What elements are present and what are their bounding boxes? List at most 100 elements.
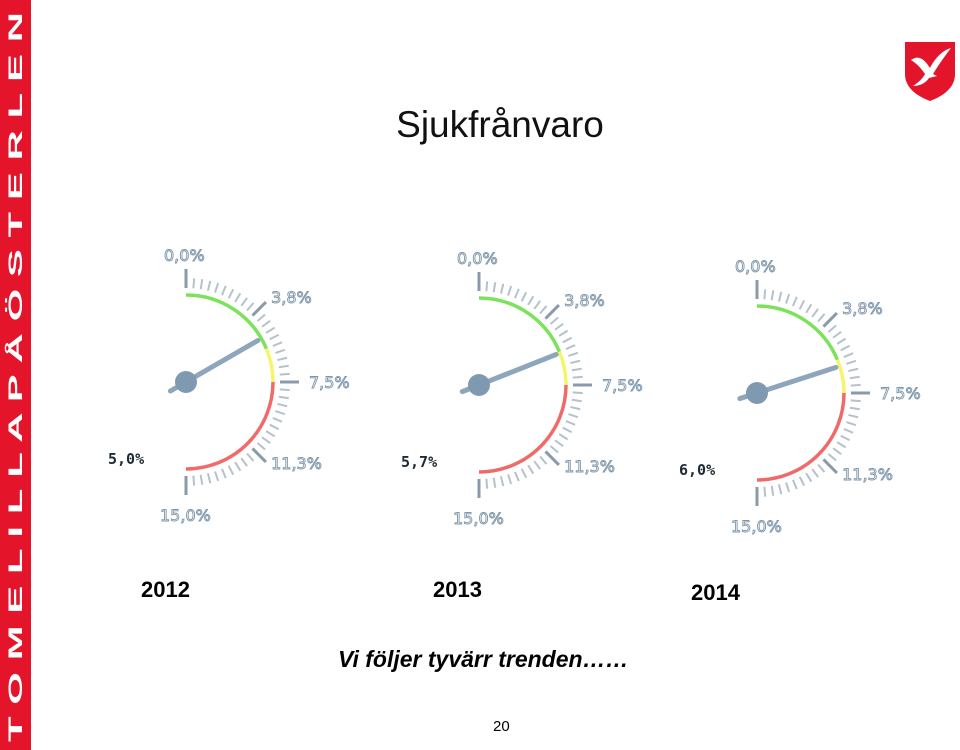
- gauge-minor-tick: [571, 367, 582, 372]
- gauge-minor-tick: [558, 329, 569, 337]
- gauge-band: [185, 293, 268, 350]
- gauge-hub: [468, 374, 490, 396]
- gauge-minor-tick: [565, 344, 576, 350]
- gauge-minor-tick: [827, 453, 837, 462]
- gauge-minor-tick: [533, 300, 541, 310]
- gauge-minor-tick: [485, 478, 489, 489]
- gauge-minor-tick: [514, 471, 520, 482]
- gauge-minor-tick: [507, 285, 513, 296]
- gauge-minor-tick: [539, 455, 548, 465]
- gauge-2013: 0,0% 3,8% 7,5% 11,3% 15,0% 5,7%: [393, 240, 673, 540]
- gauge-band: [557, 351, 568, 386]
- gauge-minor-tick: [527, 295, 535, 306]
- gauge-value-label: 5,0%: [108, 450, 144, 468]
- gauge-minor-tick: [192, 278, 196, 289]
- gauge-minor-tick: [785, 482, 791, 493]
- gauge-band: [264, 348, 275, 383]
- side-band-svg: T O M E L I L L A P Å Ö S T E R L E N: [6, 12, 27, 742]
- gull-crest-icon: [903, 40, 957, 102]
- gauge-minor-tick: [572, 391, 583, 395]
- gauge-minor-tick: [499, 283, 505, 294]
- gauge-minor-tick: [221, 468, 227, 479]
- gauge-major-tick: [251, 447, 267, 463]
- gauge-minor-tick: [770, 485, 775, 496]
- gauge-minor-tick: [558, 433, 569, 441]
- gauge-tick-label: 11,3%: [564, 457, 615, 476]
- gauge-minor-tick: [492, 282, 497, 293]
- gauge-minor-tick: [850, 399, 861, 403]
- year-label-2014: 2014: [691, 580, 740, 605]
- gauge-tick-label: 3,8%: [271, 288, 312, 307]
- gauge-2014-svg: 0,0% 3,8% 7,5% 11,3% 15,0% 6,0%: [679, 257, 921, 537]
- gauge-band: [478, 296, 561, 353]
- gauge-minor-tick: [798, 299, 806, 310]
- gauge-minor-tick: [562, 336, 573, 344]
- gauge-minor-tick: [269, 333, 280, 341]
- gauge-minor-tick: [234, 292, 242, 303]
- gauge-tick-label: 0,0%: [164, 246, 205, 265]
- gauge-minor-tick: [514, 288, 520, 299]
- gauge-minor-tick: [572, 375, 583, 379]
- gauge-minor-tick: [272, 417, 283, 423]
- gauge-minor-tick: [770, 290, 775, 301]
- gauge-minor-tick: [269, 423, 280, 431]
- gauge-minor-tick: [221, 285, 227, 296]
- gauge-minor-tick: [527, 464, 535, 475]
- gauge-minor-tick: [234, 461, 242, 472]
- gauge-minor-tick: [279, 388, 290, 392]
- gauge-2013-svg: 0,0% 3,8% 7,5% 11,3% 15,0% 5,7%: [401, 249, 643, 529]
- gauge-tick-label: 7,5%: [880, 384, 921, 403]
- gauge-major-tick: [251, 301, 267, 317]
- gauge-minor-tick: [805, 303, 813, 314]
- gauge-minor-tick: [571, 398, 582, 403]
- gauge-major-tick: [544, 450, 560, 466]
- gauge-minor-tick: [278, 364, 289, 369]
- gauge-minor-tick: [785, 293, 791, 304]
- gauge-minor-tick: [246, 452, 255, 462]
- year-label-2013: 2013: [433, 577, 482, 602]
- gauge-minor-tick: [846, 421, 857, 427]
- gauge-2012: 0,0% 3,8% 7,5% 11,3% 15,0% 5,0%: [100, 240, 380, 540]
- gauge-tick-label: 0,0%: [735, 257, 776, 276]
- side-band: T O M E L I L L A P Å Ö S T E R L E N: [0, 0, 31, 750]
- year-label-2012: 2012: [141, 577, 190, 602]
- gauge-minor-tick: [549, 316, 559, 325]
- gauge-minor-tick: [849, 375, 860, 380]
- gauge-minor-tick: [206, 280, 212, 291]
- gauge-minor-tick: [256, 313, 266, 322]
- gauge-minor-tick: [848, 367, 859, 373]
- gauge-tick-label: 11,3%: [271, 454, 322, 473]
- gauge-minor-tick: [763, 289, 767, 300]
- gauge-tick-label: 7,5%: [602, 376, 643, 395]
- gauge-minor-tick: [265, 326, 276, 334]
- gauge-minor-tick: [492, 477, 497, 488]
- gauge-band: [478, 384, 568, 474]
- gauge-minor-tick: [227, 465, 235, 476]
- gauge-minor-tick: [817, 313, 826, 323]
- gauge-minor-tick: [246, 302, 255, 312]
- gauge-minor-tick: [840, 434, 851, 442]
- gauge-minor-tick: [240, 297, 248, 307]
- gauge-minor-tick: [562, 426, 573, 434]
- gauge-minor-tick: [846, 359, 857, 365]
- gauge-minor-tick: [277, 402, 288, 408]
- gauge-minor-tick: [840, 344, 851, 352]
- gauge-minor-tick: [568, 351, 579, 357]
- gauge-minor-tick: [832, 447, 842, 455]
- gauge-minor-tick: [261, 436, 271, 444]
- gauge-minor-tick: [832, 331, 842, 339]
- gauge-tick-label: 15,0%: [160, 506, 211, 525]
- gauge-minor-tick: [199, 279, 204, 290]
- gauge-band: [185, 381, 275, 471]
- gauge-hub: [746, 382, 768, 404]
- gauge-minor-tick: [836, 441, 847, 449]
- gauge-minor-tick: [570, 405, 581, 411]
- gauge-minor-tick: [192, 475, 196, 486]
- gauge-minor-tick: [272, 341, 283, 347]
- gauge-minor-tick: [565, 420, 576, 426]
- gauge-minor-tick: [499, 476, 505, 487]
- gauge-minor-tick: [798, 476, 806, 487]
- gauge-minor-tick: [549, 445, 559, 454]
- gauge-minor-tick: [265, 430, 276, 438]
- gauge-minor-tick: [568, 413, 579, 419]
